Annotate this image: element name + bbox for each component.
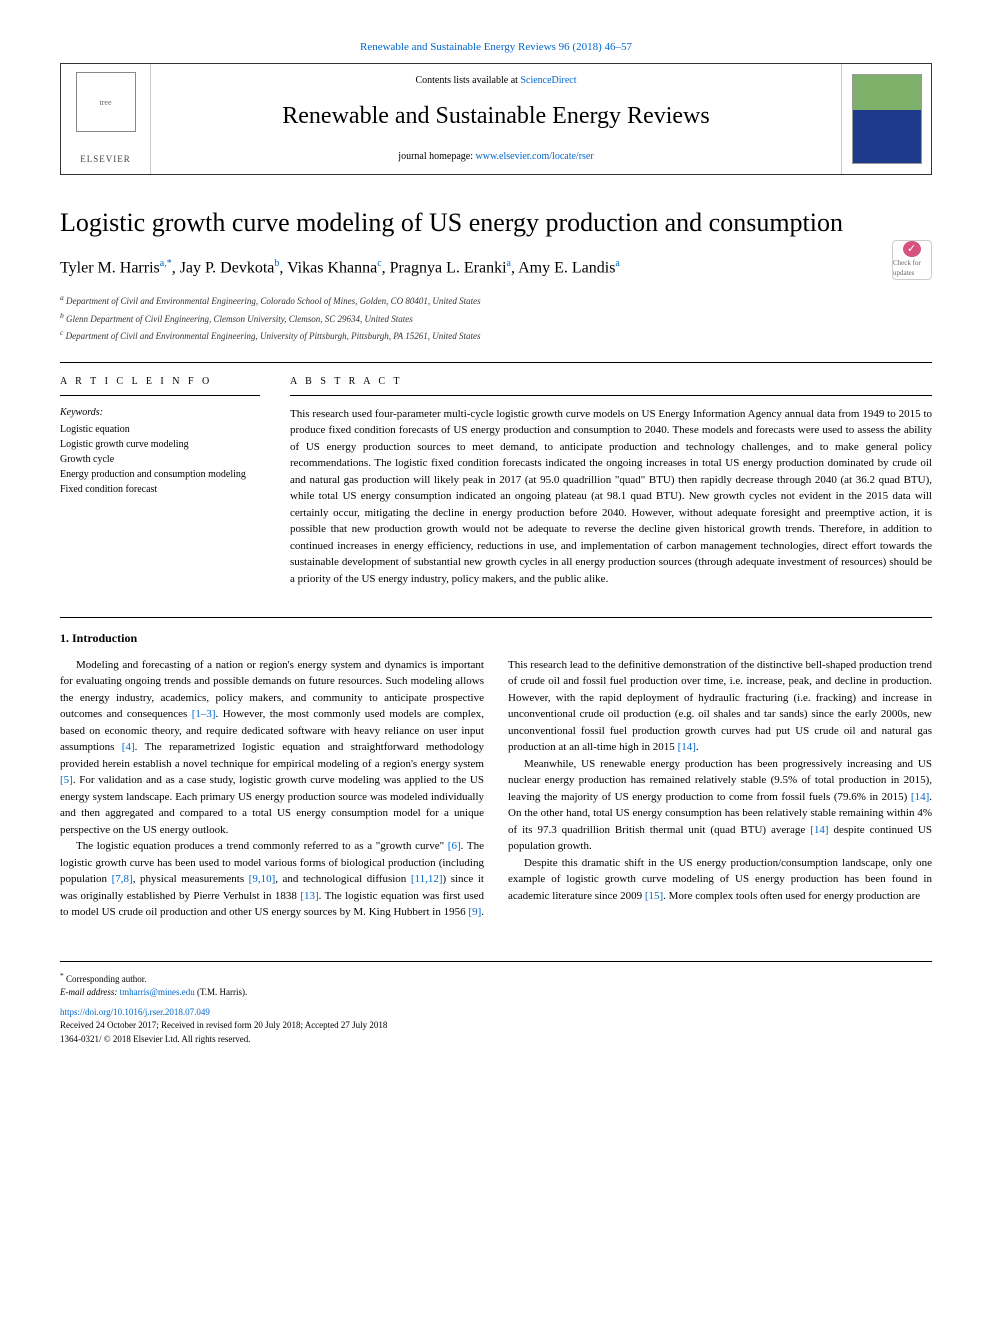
- abstract-text: This research used four-parameter multi-…: [290, 406, 932, 588]
- citation-link[interactable]: [9,10]: [249, 873, 276, 885]
- text-run: , physical measurements: [133, 873, 249, 885]
- aff-text: Department of Civil and Environmental En…: [66, 331, 481, 341]
- article-info-heading: A R T I C L E I N F O: [60, 375, 260, 396]
- citation-link[interactable]: [7,8]: [112, 873, 133, 885]
- aff-sup: a: [60, 293, 64, 302]
- paragraph: Modeling and forecasting of a nation or …: [60, 657, 484, 839]
- text-run: , and technological diffusion: [275, 873, 411, 885]
- banner-center: Contents lists available at ScienceDirec…: [151, 64, 841, 174]
- article-info-column: A R T I C L E I N F O Keywords: Logistic…: [60, 375, 260, 588]
- aff-sup: c: [60, 328, 63, 337]
- check-updates-badge[interactable]: Check for updates: [892, 240, 932, 280]
- abstract-heading: A B S T R A C T: [290, 375, 932, 396]
- keyword: Logistic equation: [60, 422, 260, 437]
- body-text: Modeling and forecasting of a nation or …: [60, 657, 932, 921]
- citation-link[interactable]: [5]: [60, 774, 73, 786]
- citation-link[interactable]: [11,12]: [411, 873, 443, 885]
- issn-line: 1364-0321/ © 2018 Elsevier Ltd. All righ…: [60, 1033, 932, 1047]
- check-icon: [903, 241, 921, 257]
- author-sup: b: [274, 258, 279, 269]
- keyword: Fixed condition forecast: [60, 482, 260, 497]
- section-heading: 1. Introduction: [60, 630, 932, 647]
- received-line: Received 24 October 2017; Received in re…: [60, 1019, 932, 1033]
- author: Amy E. Landis: [518, 260, 615, 277]
- paragraph: Meanwhile, US renewable energy productio…: [508, 756, 932, 855]
- abstract-column: A B S T R A C T This research used four-…: [290, 375, 932, 588]
- keyword: Growth cycle: [60, 452, 260, 467]
- doi-link[interactable]: https://doi.org/10.1016/j.rser.2018.07.0…: [60, 1006, 932, 1020]
- elsevier-tree-icon: tree: [76, 72, 136, 132]
- citation-link[interactable]: [4]: [122, 741, 135, 753]
- citation-link[interactable]: [14]: [810, 824, 828, 836]
- citation-link[interactable]: [6]: [448, 840, 461, 852]
- journal-cover-icon: [852, 74, 922, 164]
- author-sup: a: [615, 258, 619, 269]
- author-sup: a: [507, 258, 511, 269]
- email-link[interactable]: tmharris@mines.edu: [120, 987, 195, 997]
- citation-link[interactable]: [1–3]: [192, 708, 216, 720]
- text-run: The logistic equation produces a trend c…: [76, 840, 448, 852]
- journal-name: Renewable and Sustainable Energy Reviews: [171, 100, 821, 134]
- article-title: Logistic growth curve modeling of US ene…: [60, 205, 932, 241]
- affiliation: b Glenn Department of Civil Engineering,…: [60, 310, 932, 327]
- author-sup: c: [377, 258, 381, 269]
- aff-text: Glenn Department of Civil Engineering, C…: [66, 314, 413, 324]
- email-label: E-mail address:: [60, 987, 120, 997]
- homepage-link[interactable]: www.elsevier.com/locate/rser: [476, 151, 594, 162]
- publisher-logo-area: tree ELSEVIER: [61, 64, 151, 174]
- cover-thumb-area: [841, 64, 931, 174]
- paragraph: Despite this dramatic shift in the US en…: [508, 855, 932, 905]
- affiliations: a Department of Civil and Environmental …: [60, 292, 932, 344]
- check-updates-label: Check for updates: [893, 259, 931, 279]
- journal-banner: tree ELSEVIER Contents lists available a…: [60, 63, 932, 175]
- separator: [60, 362, 932, 363]
- author-sup: a,*: [160, 258, 172, 269]
- author: Vikas Khanna: [287, 260, 377, 277]
- citation-link[interactable]: [15]: [645, 890, 663, 902]
- info-abstract-row: A R T I C L E I N F O Keywords: Logistic…: [60, 375, 932, 588]
- author: Tyler M. Harris: [60, 260, 160, 277]
- affiliation: c Department of Civil and Environmental …: [60, 327, 932, 344]
- citation-link[interactable]: [9]: [468, 906, 481, 918]
- aff-sup: b: [60, 311, 64, 320]
- authors-line: Tyler M. Harrisa,*, Jay P. Devkotab, Vik…: [60, 257, 932, 280]
- email-line: E-mail address: tmharris@mines.edu (T.M.…: [60, 986, 932, 1000]
- author: Pragnya L. Eranki: [390, 260, 507, 277]
- citation-link[interactable]: [14]: [678, 741, 696, 753]
- separator: [60, 617, 932, 618]
- contents-line: Contents lists available at ScienceDirec…: [171, 74, 821, 88]
- homepage-line: journal homepage: www.elsevier.com/locat…: [171, 150, 821, 164]
- citation-link[interactable]: [13]: [300, 890, 318, 902]
- keyword: Logistic growth curve modeling: [60, 437, 260, 452]
- sciencedirect-link[interactable]: ScienceDirect: [520, 75, 576, 86]
- citation-link[interactable]: [14]: [911, 791, 929, 803]
- text-run: Meanwhile, US renewable energy productio…: [508, 758, 932, 803]
- contents-prefix: Contents lists available at: [415, 75, 520, 86]
- keywords-label: Keywords:: [60, 406, 260, 420]
- aff-text: Department of Civil and Environmental En…: [66, 296, 481, 306]
- email-suffix: (T.M. Harris).: [195, 987, 248, 997]
- text-run: .: [696, 741, 699, 753]
- text-run: . For validation and as a case study, lo…: [60, 774, 484, 836]
- corresponding-author: * Corresponding author.: [60, 970, 932, 987]
- citation-header: Renewable and Sustainable Energy Reviews…: [60, 40, 932, 55]
- text-run: . More complex tools often used for ener…: [663, 890, 920, 902]
- author: Jay P. Devkota: [180, 260, 275, 277]
- corr-text: Corresponding author.: [64, 974, 147, 984]
- page-footer: * Corresponding author. E-mail address: …: [60, 961, 932, 1047]
- publisher-name: ELSEVIER: [80, 153, 131, 166]
- citation-link[interactable]: Renewable and Sustainable Energy Reviews…: [360, 41, 632, 53]
- keyword: Energy production and consumption modeli…: [60, 467, 260, 482]
- affiliation: a Department of Civil and Environmental …: [60, 292, 932, 309]
- homepage-prefix: journal homepage:: [398, 151, 475, 162]
